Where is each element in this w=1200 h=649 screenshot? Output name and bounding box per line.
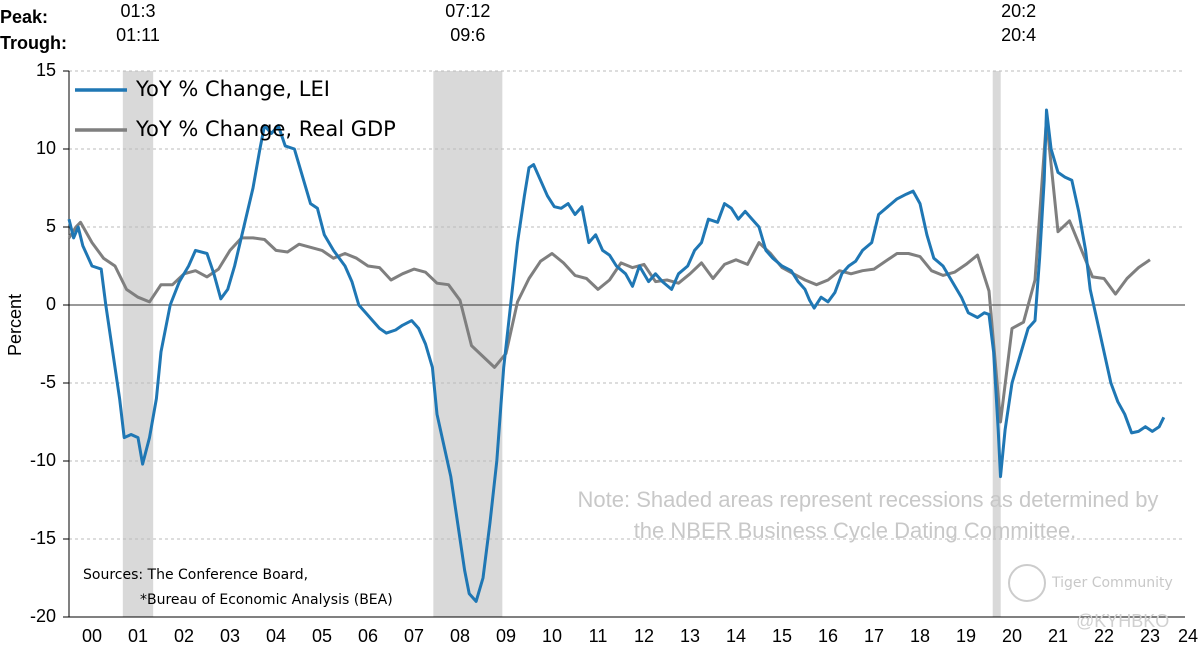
sources: *Bureau of Economic Analysis (BEA) [140,592,393,608]
x-tick-label: 06 [358,626,378,646]
x-tick-label: 03 [220,626,240,646]
x-tick-label: 18 [910,626,930,646]
x-tick-label: 16 [818,626,838,646]
x-tick-label: 02 [174,626,194,646]
y-tick-label: 0 [46,294,56,314]
recession-trough: 09:6 [450,25,485,45]
watermark: @KYHBKO [1076,611,1169,631]
x-tick-label: 00 [82,626,102,646]
recession-peak: 01:3 [120,1,155,21]
x-tick-label: 08 [450,626,470,646]
legend-label: YoY % Change, Real GDP [135,117,396,141]
y-tick-label: -5 [40,372,56,392]
note: Note: Shaded areas represent recessions … [578,487,1159,512]
x-tick-label: 21 [1048,626,1068,646]
y-tick-label: 5 [46,216,56,236]
watermark-logo [1008,564,1046,602]
watermark: Tiger Community [1051,575,1173,591]
x-tick-label: 12 [634,626,654,646]
x-tick-label: 14 [726,626,746,646]
sources: Sources: The Conference Board, [83,567,308,583]
x-tick-label: 17 [864,626,884,646]
recession-trough: 20:4 [1001,25,1036,45]
trough-label: Trough: [0,33,67,53]
series-line [67,108,1166,603]
recession-peak: 20:2 [1001,1,1036,21]
recession-band [122,71,154,617]
x-tick-label: 10 [542,626,562,646]
recession-peak: 07:12 [445,1,490,21]
x-tick-label: 04 [266,626,286,646]
recession-band [433,71,503,617]
x-tick-label: 01 [128,626,148,646]
peak-label: Peak: [0,7,48,27]
y-axis-label: Percent [5,294,25,356]
x-tick-label: 23 [1140,626,1160,646]
y-tick-label: -20 [30,606,56,626]
y-tick-label: -15 [30,528,56,548]
y-tick-label: 15 [36,60,56,80]
legend-label: YoY % Change, LEI [135,77,330,101]
recession-trough: 01:11 [116,25,160,45]
x-tick-label: 19 [956,626,976,646]
x-tick-label: 07 [404,626,424,646]
x-tick-label: 11 [589,626,608,646]
x-tick-label: 13 [680,626,700,646]
x-tick-label: 24 [1178,626,1198,646]
y-tick-label: -10 [30,450,56,470]
recession-band [992,71,1001,617]
y-tick-label: 10 [36,138,56,158]
x-tick-label: 15 [772,626,792,646]
x-tick-label: 09 [496,626,516,646]
x-tick-label: 05 [312,626,332,646]
series-line [67,117,1151,424]
x-tick-label: 22 [1094,626,1114,646]
note: the NBER Business Cycle Dating Committee… [634,518,1077,543]
x-tick-label: 20 [1002,626,1022,646]
